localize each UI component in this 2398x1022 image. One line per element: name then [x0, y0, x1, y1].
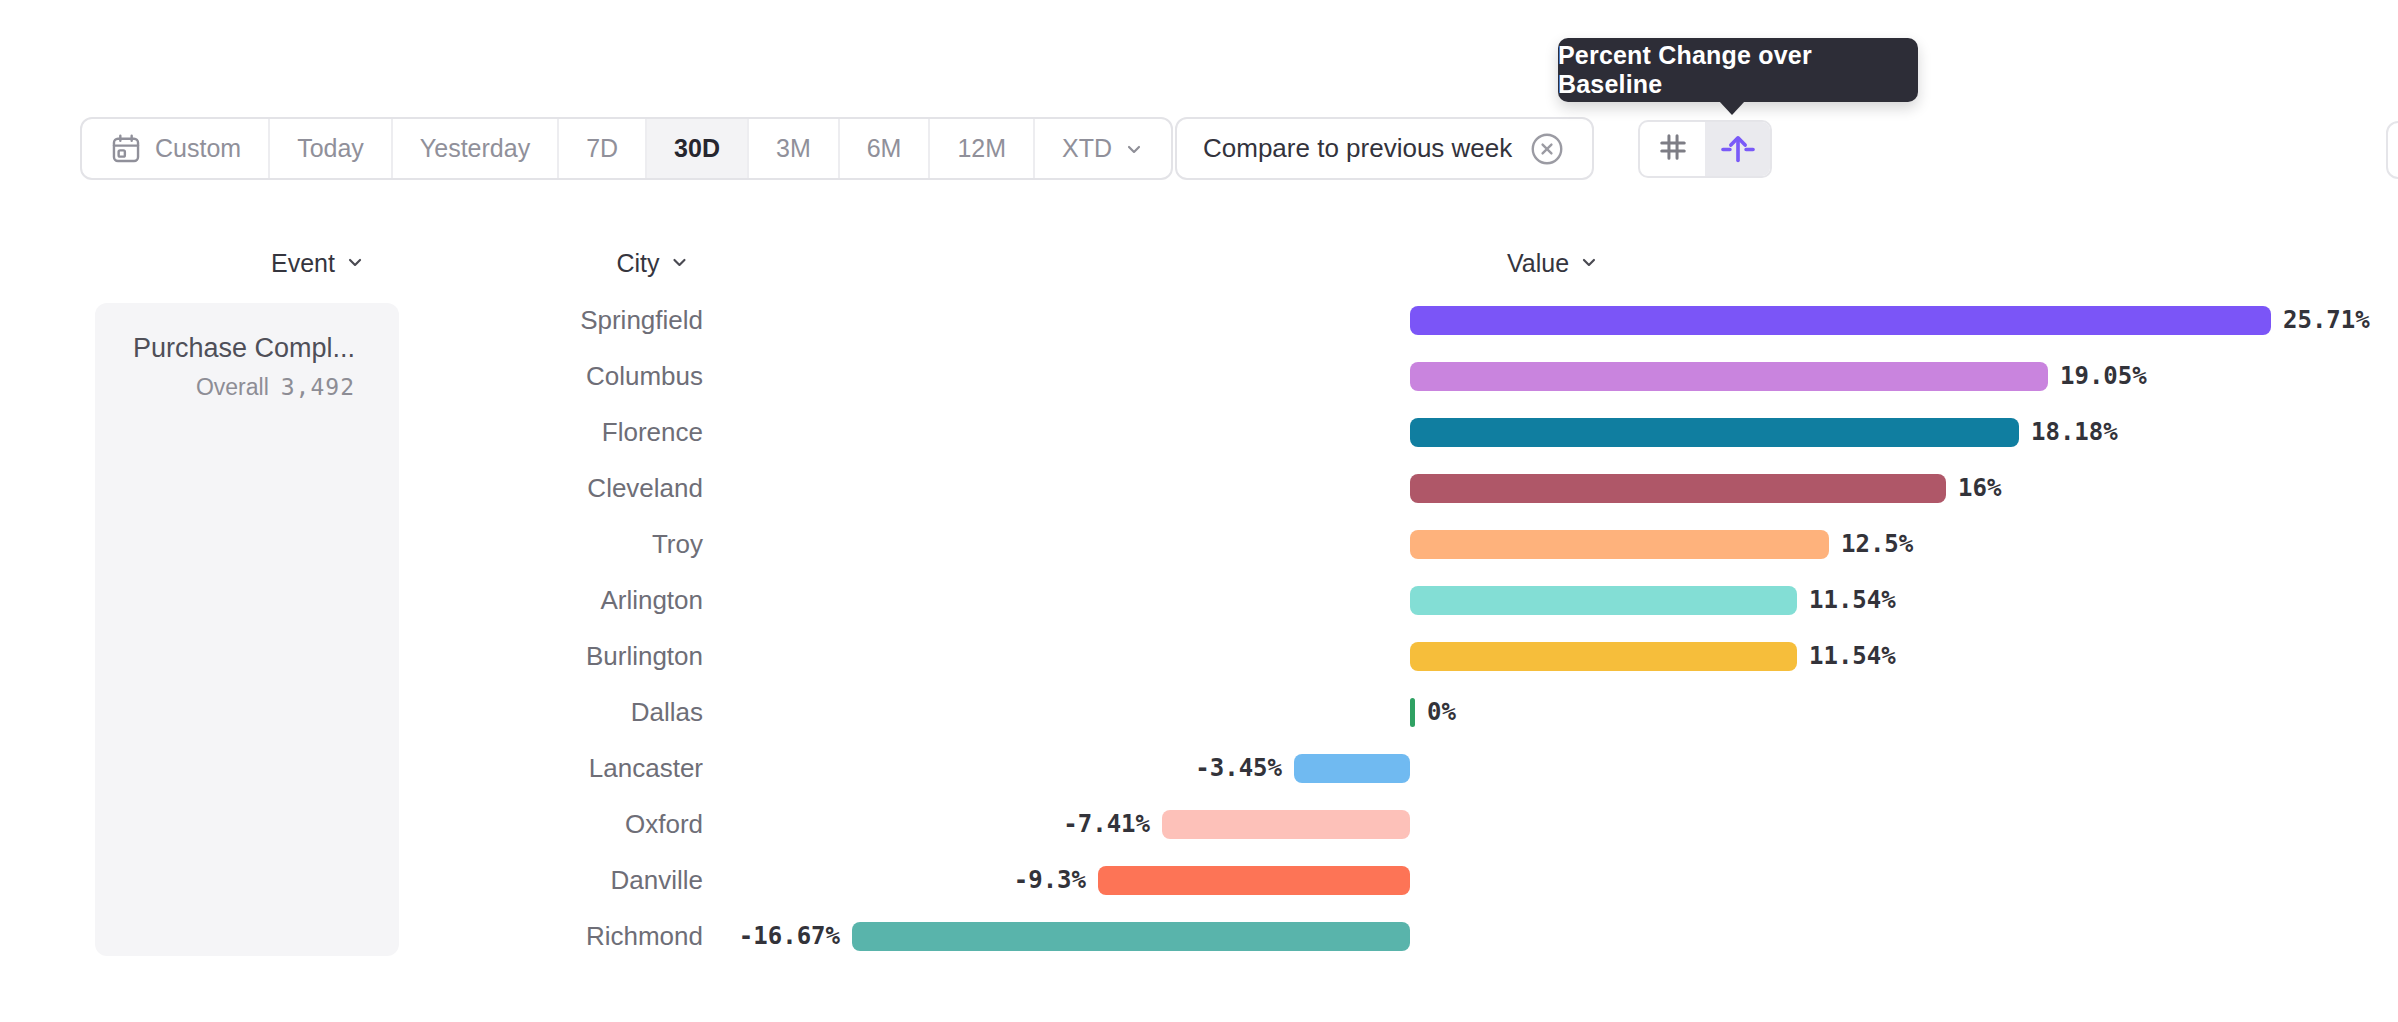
- calendar-icon: [109, 132, 143, 166]
- bar-value-label: 25.71%: [2283, 305, 2370, 335]
- bar-value-label: 16%: [1958, 473, 2001, 503]
- date-range-label: XTD: [1062, 134, 1112, 163]
- date-range-label: 3M: [776, 134, 811, 163]
- bar-danville[interactable]: [1098, 866, 1410, 895]
- column-header-event[interactable]: Event: [271, 246, 365, 280]
- date-range-yesterday[interactable]: Yesterday: [393, 119, 559, 178]
- bar-value-label: -16.67%: [739, 921, 840, 951]
- date-range-label: 6M: [867, 134, 902, 163]
- chevron-down-icon: [1124, 139, 1144, 159]
- chart-row: Dallas 0%: [0, 684, 2398, 740]
- compare-filter-chip[interactable]: Compare to previous week: [1175, 117, 1594, 180]
- chart-row: Springfield 25.71%: [0, 292, 2398, 348]
- bar-value-label: 11.54%: [1809, 585, 1896, 615]
- bar-richmond[interactable]: [852, 922, 1410, 951]
- column-header-city[interactable]: City: [616, 246, 689, 280]
- chart-row: Burlington 11.54%: [0, 628, 2398, 684]
- date-range-control: Custom Today Yesterday 7D 30D 3M 6M 12M XTD: [80, 117, 1173, 180]
- bar-lancaster[interactable]: [1294, 754, 1410, 783]
- city-label: Arlington: [400, 582, 703, 618]
- city-label: Danville: [400, 862, 703, 898]
- chart-row: Richmond -16.67%: [0, 908, 2398, 964]
- chevron-down-icon: [1579, 249, 1599, 278]
- bar-arlington[interactable]: [1410, 586, 1797, 615]
- bar-value-label: 12.5%: [1841, 529, 1913, 559]
- analytics-dashboard: Percent Change over Baseline Custom Today…: [0, 0, 2398, 1022]
- city-label: Troy: [400, 526, 703, 562]
- date-range-label: Custom: [155, 134, 241, 163]
- chart-row: Columbus 19.05%: [0, 348, 2398, 404]
- date-range-label: 12M: [957, 134, 1006, 163]
- tooltip-text: Percent Change over Baseline: [1558, 41, 1918, 99]
- bar-dallas[interactable]: [1410, 698, 1415, 727]
- date-range-today[interactable]: Today: [270, 119, 393, 178]
- bar-columbus[interactable]: [1410, 362, 2048, 391]
- view-toggle-hash-grid[interactable]: [1640, 122, 1705, 176]
- bar-value-label: -9.3%: [1014, 865, 1086, 895]
- baseline-arrow-icon: [1719, 128, 1757, 170]
- bar-value-label: 19.05%: [2060, 361, 2147, 391]
- chart-row: Troy 12.5%: [0, 516, 2398, 572]
- date-range-label: 30D: [674, 134, 720, 163]
- hash-grid-icon: [1655, 129, 1691, 169]
- date-range-30d[interactable]: 30D: [647, 119, 749, 178]
- chart-row: Arlington 11.54%: [0, 572, 2398, 628]
- chart-row: Cleveland 16%: [0, 460, 2398, 516]
- bar-value-label: 11.54%: [1809, 641, 1896, 671]
- chevron-down-icon: [670, 249, 690, 278]
- date-range-3m[interactable]: 3M: [749, 119, 840, 178]
- city-label: Springfield: [400, 302, 703, 338]
- view-toggle-group: [1638, 120, 1772, 178]
- bar-value-label: -7.41%: [1063, 809, 1150, 839]
- tooltip-caret: [1719, 101, 1745, 115]
- city-label: Lancaster: [400, 750, 703, 786]
- chart-row: Lancaster -3.45%: [0, 740, 2398, 796]
- date-range-custom[interactable]: Custom: [82, 119, 270, 178]
- tooltip-percent-change: Percent Change over Baseline: [1558, 38, 1918, 102]
- city-label: Dallas: [400, 694, 703, 730]
- date-range-xtd[interactable]: XTD: [1035, 119, 1171, 178]
- bar-troy[interactable]: [1410, 530, 1829, 559]
- bar-value-label: 18.18%: [2031, 417, 2118, 447]
- column-header-value[interactable]: Value: [1507, 246, 1599, 280]
- bar-cleveland[interactable]: [1410, 474, 1946, 503]
- date-range-6m[interactable]: 6M: [840, 119, 931, 178]
- date-range-12m[interactable]: 12M: [930, 119, 1035, 178]
- city-label: Columbus: [400, 358, 703, 394]
- date-range-label: Today: [297, 134, 364, 163]
- date-range-label: 7D: [586, 134, 618, 163]
- bar-value-label: -3.45%: [1195, 753, 1282, 783]
- bar-value-label: 0%: [1427, 697, 1456, 727]
- chart-row: Danville -9.3%: [0, 852, 2398, 908]
- chevron-down-icon: [345, 249, 365, 278]
- date-range-label: Yesterday: [420, 134, 530, 163]
- compare-chip-label: Compare to previous week: [1203, 133, 1512, 164]
- bar-springfield[interactable]: [1410, 306, 2271, 335]
- city-label: Cleveland: [400, 470, 703, 506]
- edge-partial-button[interactable]: [2386, 121, 2398, 179]
- city-label: Richmond: [400, 918, 703, 954]
- x-circle-icon[interactable]: [1528, 130, 1566, 168]
- chart-row: Florence 18.18%: [0, 404, 2398, 460]
- bar-florence[interactable]: [1410, 418, 2019, 447]
- date-range-7d[interactable]: 7D: [559, 119, 647, 178]
- column-header-label: Event: [271, 249, 335, 278]
- chart-row: Oxford -7.41%: [0, 796, 2398, 852]
- city-label: Florence: [400, 414, 703, 450]
- city-label: Burlington: [400, 638, 703, 674]
- bar-oxford[interactable]: [1162, 810, 1410, 839]
- bar-burlington[interactable]: [1410, 642, 1797, 671]
- column-header-label: Value: [1507, 249, 1569, 278]
- view-toggle-baseline-arrow[interactable]: [1705, 122, 1770, 176]
- city-label: Oxford: [400, 806, 703, 842]
- column-header-label: City: [616, 249, 659, 278]
